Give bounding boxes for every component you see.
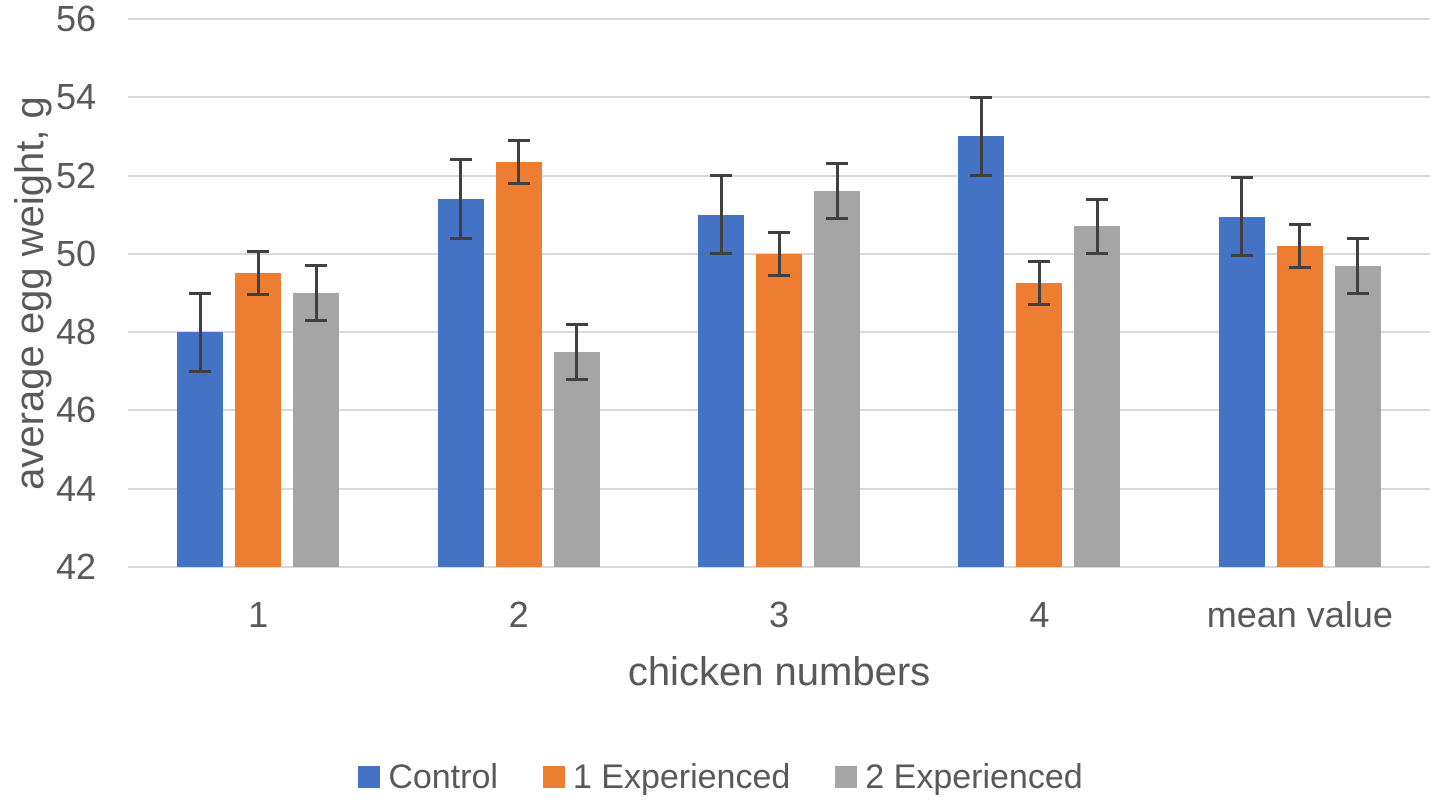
y-tick-label: 48 xyxy=(55,311,96,353)
error-bar xyxy=(459,159,463,239)
x-tick-label: mean value xyxy=(1206,594,1393,635)
error-bar-cap xyxy=(710,252,732,256)
bar-1-experienced xyxy=(756,253,802,567)
error-bar-cap xyxy=(305,264,328,268)
error-bar-cap xyxy=(1288,266,1311,270)
y-tick-label: 50 xyxy=(55,232,96,274)
error-bar xyxy=(1095,199,1099,254)
legend-label: 2 Experienced xyxy=(865,758,1083,796)
y-tick-label: 56 xyxy=(55,0,96,39)
y-tick-label: 44 xyxy=(55,467,96,509)
error-bar-cap xyxy=(1288,223,1311,226)
gridline xyxy=(128,174,1430,177)
error-bar-cap xyxy=(768,273,790,277)
legend-swatch xyxy=(542,766,565,788)
bar-1-experienced xyxy=(235,273,282,567)
error-bar-cap xyxy=(1028,260,1051,264)
error-bar xyxy=(1356,238,1360,293)
error-bar-cap xyxy=(1346,291,1369,295)
bar-2-experienced xyxy=(553,351,600,567)
error-bar xyxy=(575,324,579,380)
y-tick-label: 46 xyxy=(55,389,96,431)
error-bar-cap xyxy=(507,181,530,185)
error-bar-cap xyxy=(1346,236,1369,240)
bar-control xyxy=(958,136,1005,567)
error-bar xyxy=(1298,224,1302,268)
error-bar xyxy=(517,140,521,184)
bar-1-experienced xyxy=(1276,246,1323,567)
x-tick-label: 3 xyxy=(768,594,790,635)
error-bar xyxy=(979,97,983,176)
error-bar-cap xyxy=(970,174,993,178)
legend-item: 1 Experienced xyxy=(542,758,791,796)
legend-label: Control xyxy=(388,758,498,796)
bar-2-experienced xyxy=(1074,226,1121,567)
x-tick-label: 4 xyxy=(1029,594,1050,635)
error-bar-cap xyxy=(1230,254,1253,258)
error-bar xyxy=(777,232,781,276)
y-tick-label: 52 xyxy=(55,154,96,196)
gridline xyxy=(128,18,1430,20)
error-bar-cap xyxy=(970,95,993,99)
legend-swatch xyxy=(358,766,381,788)
error-bar-cap xyxy=(449,158,472,162)
bar-control xyxy=(698,214,744,567)
error-bar-cap xyxy=(189,291,212,295)
legend-swatch xyxy=(835,766,858,788)
legend-label: 1 Experienced xyxy=(572,758,791,796)
bar-control xyxy=(437,199,484,567)
error-bar-cap xyxy=(247,250,270,254)
legend-item: Control xyxy=(358,758,498,796)
error-bar-cap xyxy=(768,230,790,234)
error-bar-cap xyxy=(1230,176,1253,180)
y-tick-label: 54 xyxy=(55,76,96,118)
error-bar-cap xyxy=(710,174,732,178)
error-bar-cap xyxy=(247,293,270,297)
bar-1-experienced xyxy=(495,161,542,567)
error-bar xyxy=(256,251,260,295)
y-tick-label: 42 xyxy=(55,546,96,587)
error-bar-cap xyxy=(565,322,588,326)
error-bar-cap xyxy=(449,236,472,240)
bar-2-experienced xyxy=(1334,265,1381,567)
error-bar-cap xyxy=(565,377,588,381)
x-axis-line xyxy=(128,566,1430,568)
bar-1-experienced xyxy=(1016,283,1063,567)
error-bar-cap xyxy=(1086,252,1109,256)
bar-2-experienced xyxy=(293,293,340,567)
error-bar xyxy=(835,163,839,219)
bar-2-experienced xyxy=(814,191,860,567)
error-bar-cap xyxy=(826,217,848,221)
bar-control xyxy=(1218,216,1265,567)
error-bar-cap xyxy=(1086,197,1109,201)
gridline xyxy=(128,96,1430,99)
x-tick-label: 2 xyxy=(508,594,529,635)
error-bar xyxy=(314,265,318,321)
error-bar-cap xyxy=(507,138,530,142)
error-bar xyxy=(719,175,723,254)
legend: Control 1 Experienced 2 Experienced xyxy=(0,758,1441,796)
error-bar-cap xyxy=(826,162,848,166)
error-bar xyxy=(1037,261,1041,305)
x-tick-label: 1 xyxy=(248,594,269,635)
x-axis-title: chicken numbers xyxy=(627,650,931,694)
error-bar xyxy=(1240,177,1244,256)
legend-item: 2 Experienced xyxy=(835,758,1083,796)
error-bar xyxy=(198,293,202,372)
error-bar-cap xyxy=(189,369,212,373)
error-bar-cap xyxy=(305,318,328,322)
error-bar-cap xyxy=(1028,303,1051,307)
